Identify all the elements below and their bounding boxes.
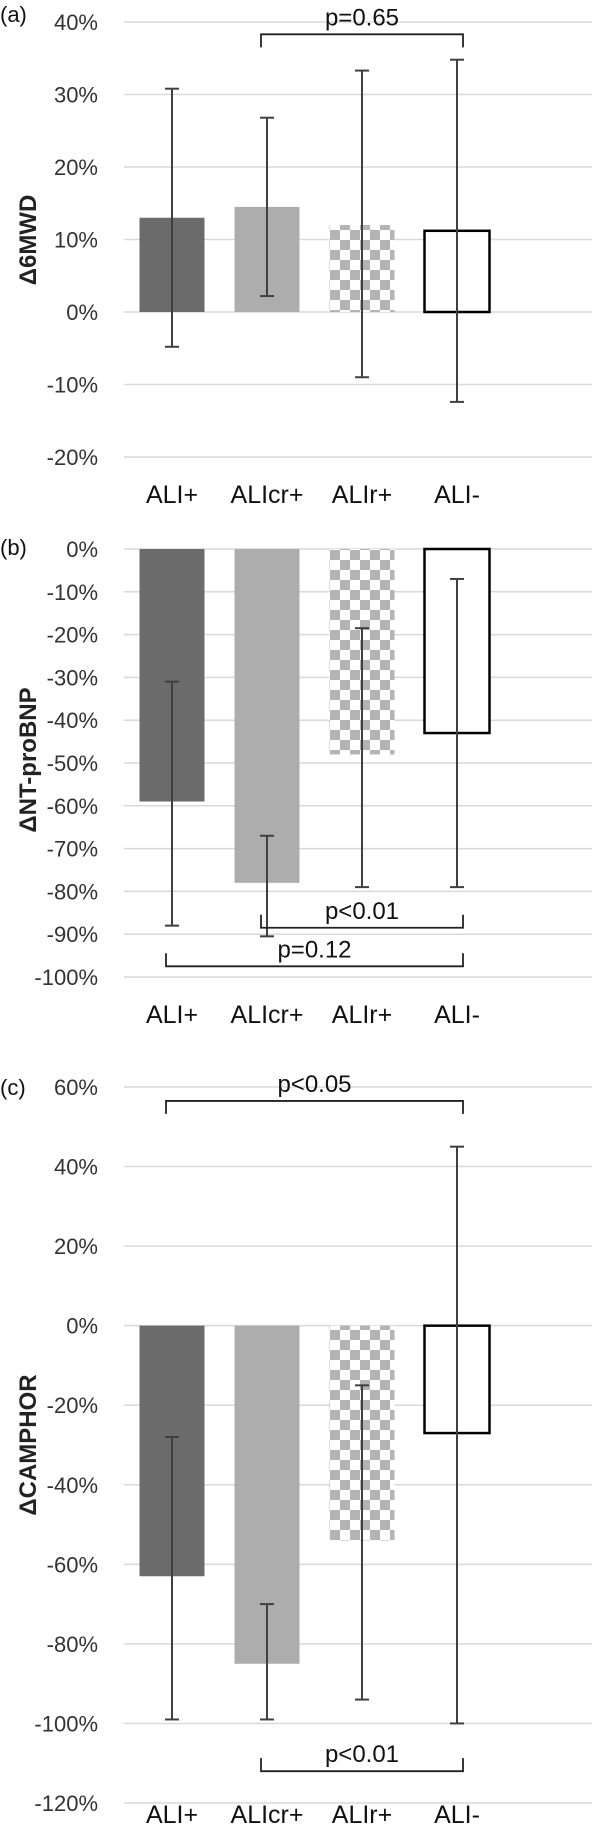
y-axis-title: ΔCAMPHOR [15,1374,42,1515]
y-tick-label: -80% [47,879,98,904]
category-label: ALI- [434,1001,480,1029]
category-label: ALIr+ [332,1801,392,1829]
category-label: ALI+ [146,1001,198,1029]
y-tick-label: -80% [47,1632,98,1657]
significance-label: p=0.12 [277,936,351,963]
y-tick-label: 30% [54,83,98,108]
y-tick-label: 0% [66,1314,98,1339]
y-tick-label: 60% [54,1075,98,1100]
significance-bracket [165,1100,464,1114]
y-tick-label: -10% [47,580,98,605]
y-tick-label: -50% [47,751,98,776]
category-label: ALIr+ [332,481,392,509]
category-label: ALI+ [146,1801,198,1829]
y-tick-label: 0% [66,537,98,562]
category-label: ALIcr+ [231,1801,304,1829]
y-tick-label: -30% [47,665,98,690]
significance-bracket [260,914,464,929]
y-tick-label: -60% [47,1552,98,1577]
y-tick-label: -70% [47,837,98,862]
category-label: ALI- [434,481,480,509]
significance-label: p<0.01 [325,1741,399,1768]
y-tick-label: -10% [47,373,98,398]
y-tick-label: -100% [34,965,98,990]
y-tick-label: -120% [34,1791,98,1816]
panel-a: (a) Δ6MWD 40% 30% 20% 10% 0% -10% -20% ALI+ ALIcr+… [0,2,592,509]
panel-label: (a) [0,2,27,27]
panel-label: (b) [0,535,27,560]
category-label: ALI- [434,1801,480,1829]
y-tick-label: -40% [47,708,98,733]
y-tick-label: -20% [47,623,98,648]
y-tick-label: 40% [54,10,98,35]
y-tick-label: -20% [47,1393,98,1418]
y-tick-label: -90% [47,922,98,947]
y-tick-label: -40% [47,1473,98,1498]
significance-bracket [260,1758,464,1773]
bar-ALIcr+ [234,549,300,883]
y-axis-title: ΔNT-proBNP [15,687,42,832]
panel-c: (c) ΔCAMPHOR 60% 40% 20% 0% -20% -40% -60% -80% -1… [0,1071,592,1829]
category-label: ALIr+ [332,1001,392,1029]
y-tick-label: -60% [47,794,98,819]
y-tick-label: -20% [47,445,98,470]
category-label: ALIcr+ [231,481,304,509]
category-label: ALIcr+ [231,1001,304,1029]
y-tick-label: 40% [54,1155,98,1180]
category-label: ALI+ [146,481,198,509]
y-axis-title: Δ6MWD [15,195,42,286]
y-tick-label: 20% [54,155,98,180]
y-tick-label: 0% [66,300,98,325]
significance-bracket [260,33,464,48]
significance-label: p<0.05 [277,1071,351,1098]
significance-label: p=0.65 [325,4,399,31]
y-tick-label: 20% [54,1234,98,1259]
panel-b: (b) ΔNT-proBNP 0% -10% -20% -30% -40% -50% -60% -… [0,535,592,1029]
panel-label: (c) [0,1075,26,1100]
significance-bracket [165,953,464,968]
y-tick-label: 10% [54,228,98,253]
y-tick-label: -100% [34,1711,98,1736]
significance-label: p<0.01 [325,898,399,925]
